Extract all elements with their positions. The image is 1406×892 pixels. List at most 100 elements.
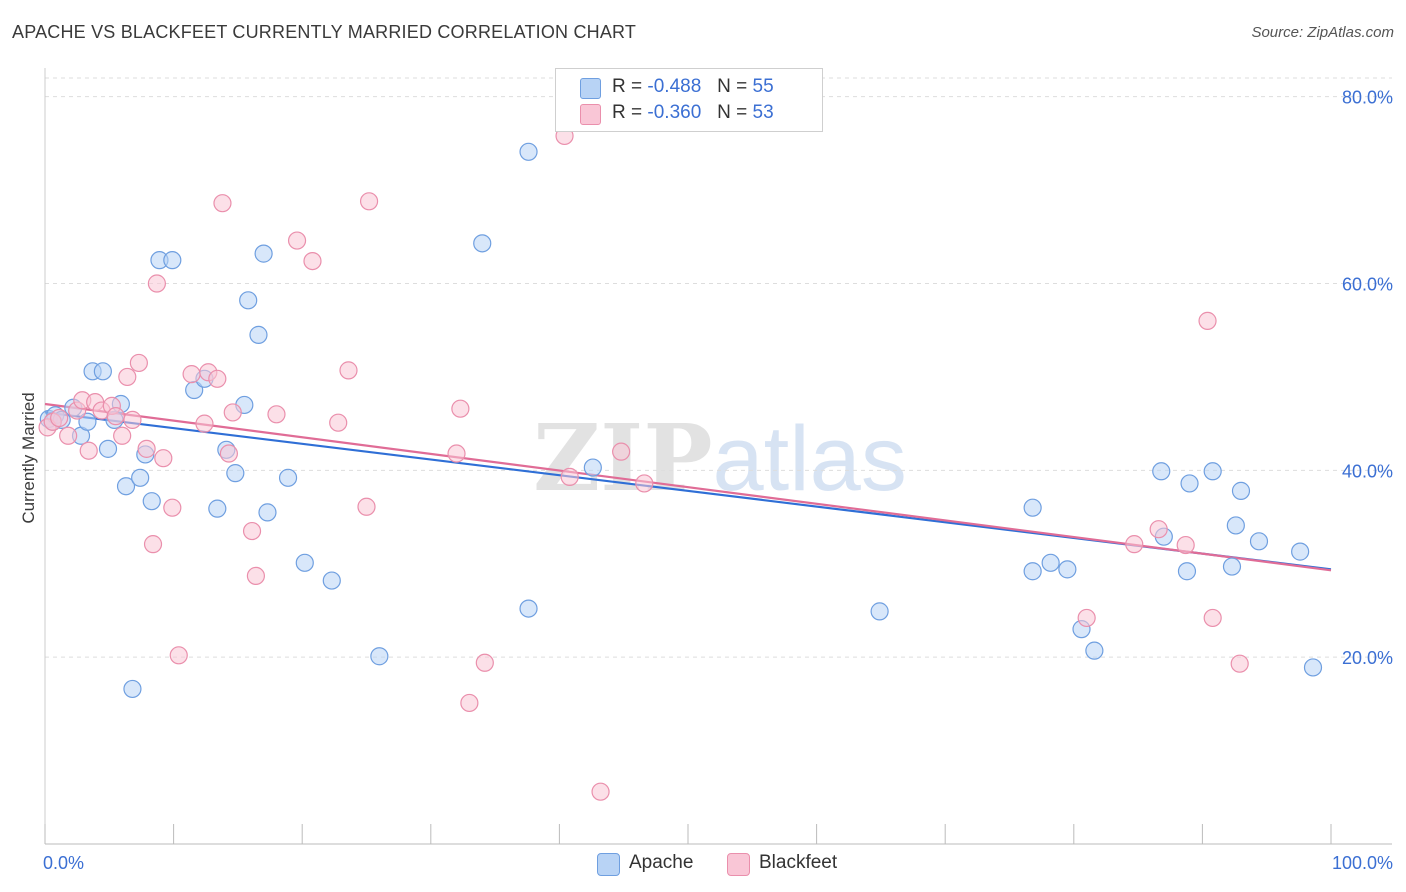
apache-point — [226, 464, 245, 483]
blackfeet-r-label: R = — [612, 102, 643, 123]
tick-labels: 20.0% 40.0% 60.0% 80.0% 0.0% 100.0% — [43, 88, 1393, 873]
blackfeet-point — [169, 646, 188, 665]
apache-point — [1249, 532, 1269, 551]
blackfeet-point — [137, 439, 156, 458]
blackfeet-point — [106, 407, 125, 426]
apache-point — [1085, 641, 1104, 660]
blackfeet-r-value: -0.360 — [647, 102, 702, 123]
blackfeet-point — [143, 535, 163, 554]
apache-point — [1291, 542, 1310, 561]
blackfeet-point — [113, 426, 132, 445]
blackfeet-point — [635, 474, 654, 493]
blackfeet-point — [357, 497, 376, 516]
apache-point — [370, 647, 389, 666]
blackfeet-point — [242, 521, 262, 541]
apache-point — [583, 458, 602, 477]
blackfeet-point — [123, 410, 142, 429]
blackfeet-point — [339, 361, 358, 380]
blackfeet-n-label: N = — [717, 102, 748, 123]
apache-point — [1023, 498, 1042, 517]
blackfeet-trend-line — [44, 402, 1332, 572]
blackfeet-point — [50, 408, 69, 428]
apache-point — [116, 477, 136, 496]
apache-point — [870, 602, 889, 621]
watermark-atlas: atlas — [713, 408, 907, 510]
apache-point — [278, 468, 298, 487]
blackfeet-point — [1176, 535, 1195, 555]
blackfeet-point — [447, 444, 466, 463]
apache-point — [519, 142, 538, 161]
blackfeet-point — [287, 231, 307, 250]
apache-point — [254, 244, 273, 263]
y-axis-title: Currently Married — [19, 392, 38, 523]
apache-point — [258, 503, 277, 522]
y-tick-label: 60.0% — [1342, 275, 1393, 295]
blackfeet-point — [1198, 311, 1217, 330]
apache-point — [322, 571, 341, 590]
apache-point — [78, 412, 97, 431]
blackfeet-point — [213, 194, 232, 213]
blackfeet-point — [154, 449, 173, 468]
apache-point — [1041, 553, 1060, 572]
apache-point — [1058, 560, 1077, 579]
trend-lines — [44, 402, 1332, 572]
blackfeet-point — [1077, 608, 1096, 628]
chart-title: APACHE VS BLACKFEET CURRENTLY MARRIED CO… — [12, 22, 637, 42]
blackfeet-point — [208, 369, 227, 388]
blackfeet-point — [223, 403, 242, 422]
blackfeet-point — [451, 399, 470, 418]
apache-point — [1226, 516, 1245, 535]
apache-legend-icon — [597, 853, 620, 876]
blackfeet-swatch-icon — [580, 104, 601, 125]
blackfeet-point — [195, 414, 214, 433]
apache-point — [208, 499, 227, 518]
apache-point — [239, 291, 258, 310]
blackfeet-point — [79, 441, 98, 460]
y-tick-label: 20.0% — [1342, 648, 1393, 668]
apache-point — [295, 553, 314, 572]
chart-source: Source: ZipAtlas.com — [1251, 24, 1394, 41]
x-tick-label-max: 100.0% — [1332, 853, 1393, 873]
y-tick-label: 80.0% — [1342, 88, 1393, 108]
blackfeet-n-value: 53 — [752, 102, 774, 123]
apache-r-label: R = — [612, 76, 643, 97]
apache-point — [473, 234, 492, 253]
x-tick-label-min: 0.0% — [43, 853, 84, 873]
axes — [44, 68, 1392, 845]
apache-n-value: 55 — [752, 76, 774, 97]
blackfeet-point — [560, 467, 579, 486]
apache-point — [131, 468, 150, 487]
apache-r-value: -0.488 — [647, 76, 702, 97]
blackfeet-point — [475, 653, 494, 672]
blackfeet-point — [612, 442, 631, 461]
apache-point — [98, 439, 118, 458]
blackfeet-point — [303, 251, 322, 271]
blackfeet-legend-icon — [727, 853, 750, 876]
apache-point — [249, 325, 268, 344]
apache-point — [142, 492, 161, 511]
apache-point — [123, 679, 142, 699]
blackfeet-point — [460, 693, 479, 713]
apache-point — [163, 251, 182, 270]
blackfeet-point — [1149, 520, 1168, 539]
blackfeet-point — [1203, 608, 1222, 628]
blackfeet-point — [219, 444, 238, 463]
watermark-logo: ZIPatlas — [533, 404, 907, 512]
blackfeet-point — [246, 566, 266, 586]
blackfeet-point — [329, 413, 348, 432]
correlation-legend: R = -0.488 N = 55 R = -0.360 N = 53 — [555, 68, 823, 132]
blackfeet-point — [163, 498, 182, 517]
blackfeet-point — [147, 274, 166, 293]
apache-point — [1303, 658, 1323, 677]
apache-point — [1152, 462, 1171, 481]
blackfeet-legend-label: Blackfeet — [759, 852, 838, 873]
blackfeet-point — [267, 405, 286, 424]
blackfeet-point — [129, 353, 148, 373]
y-tick-label: 40.0% — [1342, 461, 1393, 481]
apache-swatch-icon — [580, 78, 601, 99]
apache-point — [519, 599, 538, 618]
blackfeet-point — [59, 426, 78, 445]
apache-point — [1180, 474, 1199, 493]
apache-point — [93, 362, 112, 381]
